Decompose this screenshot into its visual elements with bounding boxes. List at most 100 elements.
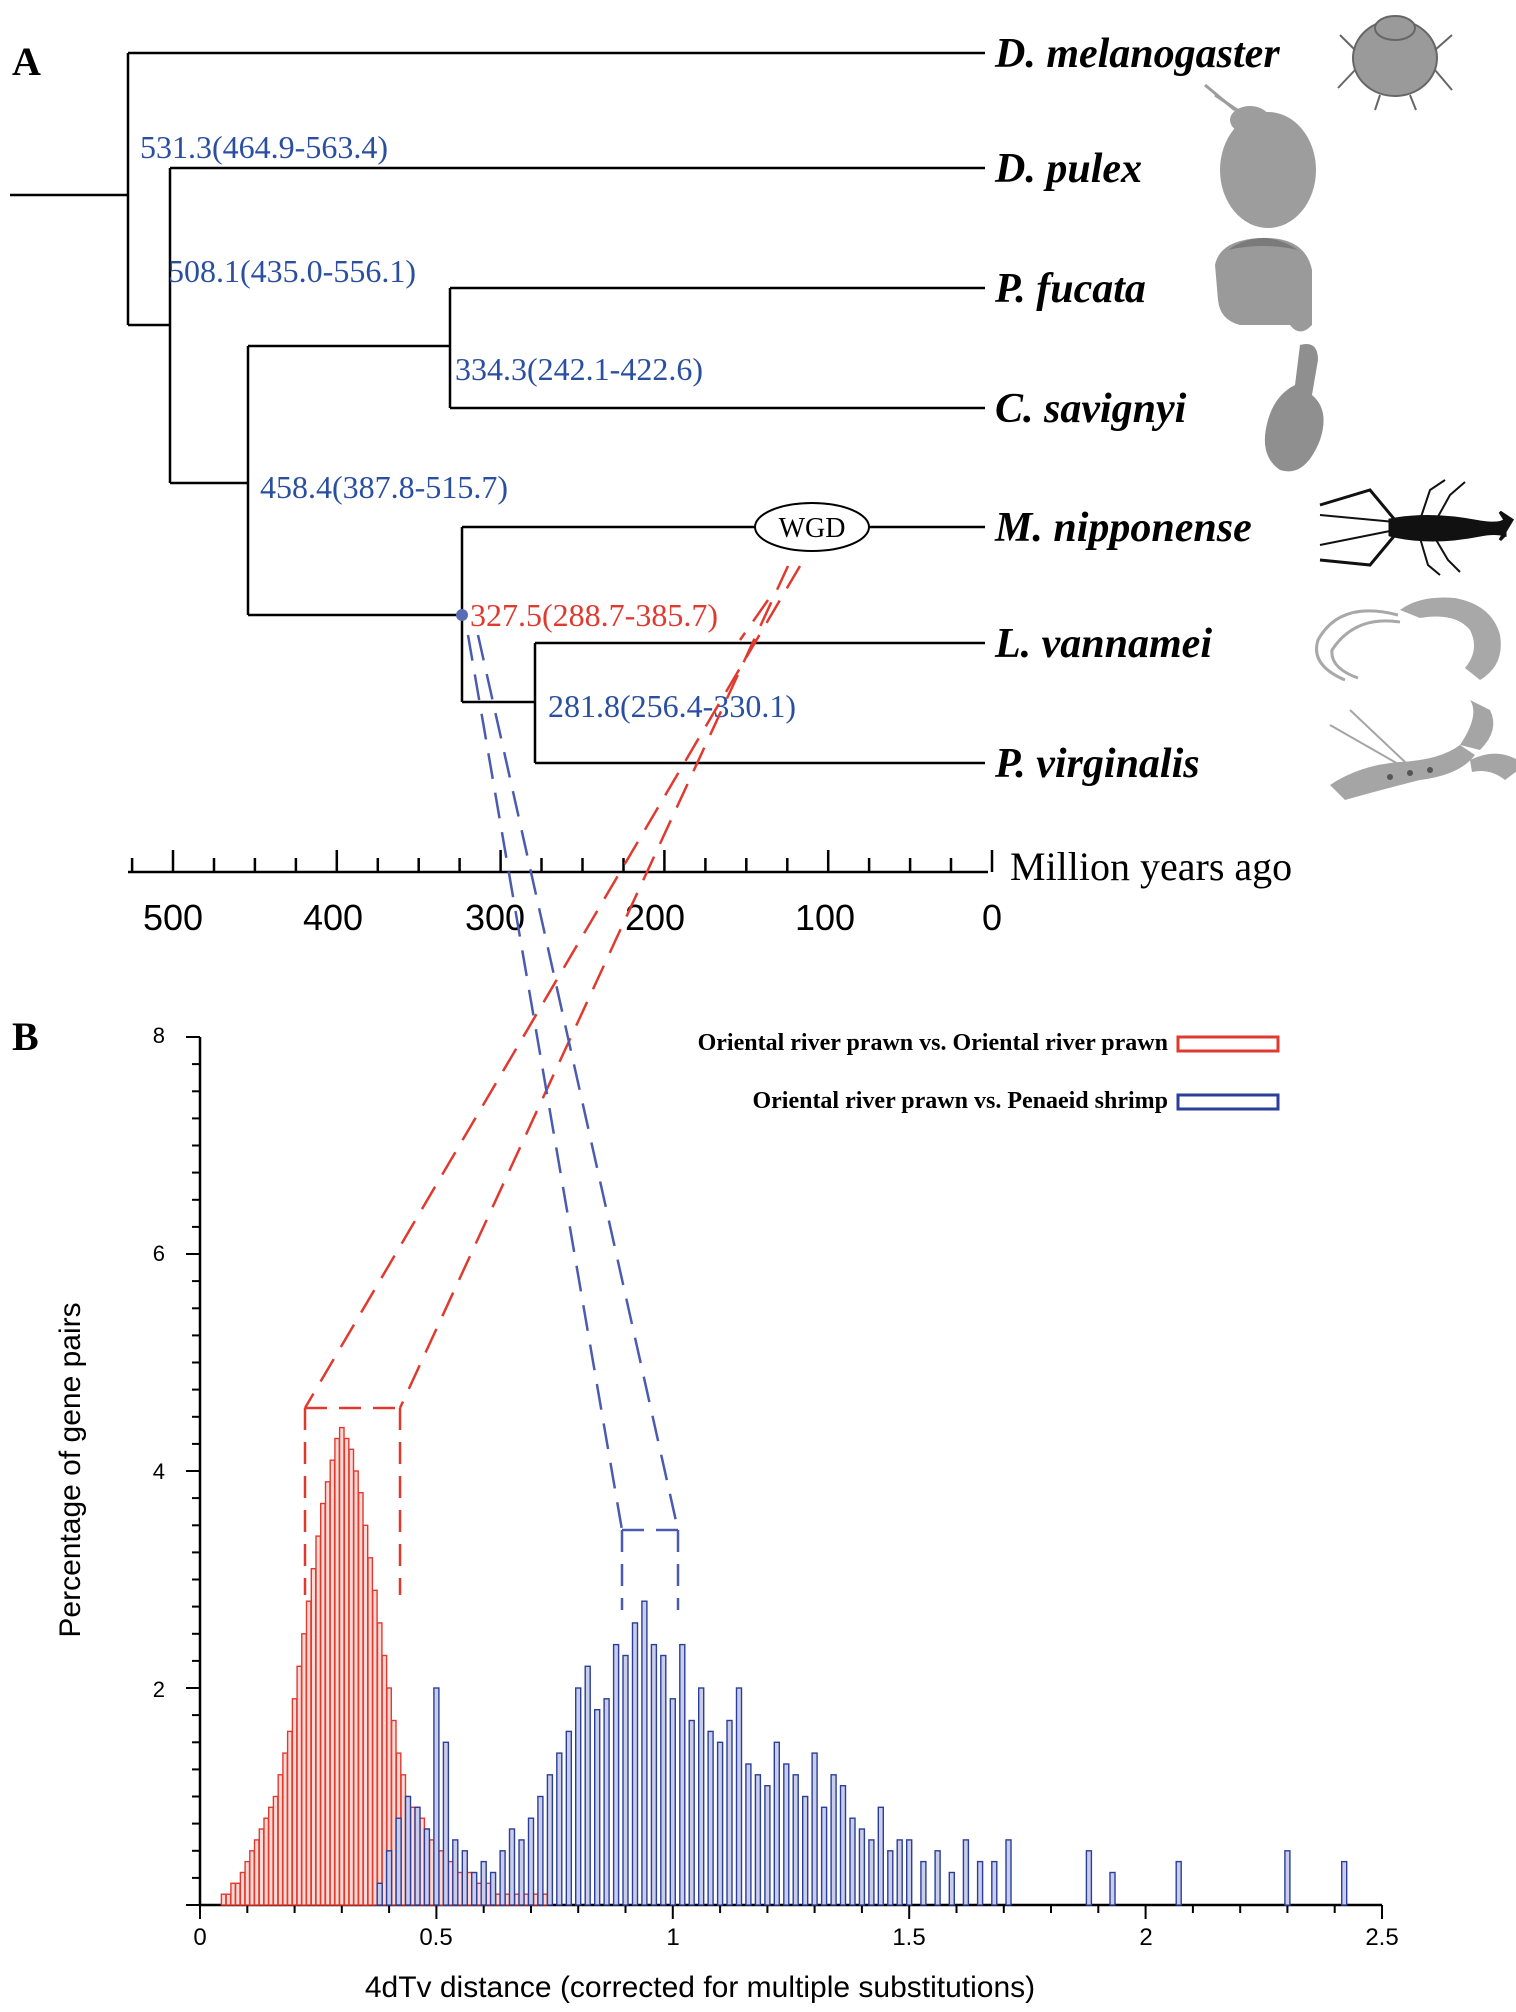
blue-bar-21 (575, 1687, 582, 1906)
blue-bar-54 (887, 1850, 894, 1906)
blue-bar-7 (442, 1741, 450, 1906)
red-bar-10 (268, 1806, 274, 1906)
blue-bar-26 (622, 1654, 629, 1906)
taxon-l-vannamei: L. vannamei (994, 621, 1212, 667)
blue-bar-11 (480, 1860, 487, 1906)
time-tick-label-300: 300 (465, 897, 525, 938)
red-bar-32 (372, 1589, 378, 1906)
blue-bar-63 (1005, 1839, 1012, 1906)
x-tick-label-2.5: 2.5 (1365, 1924, 1398, 1951)
taxon-c-savignyi: C. savignyi (995, 386, 1187, 432)
node-label-281: 281.8(256.4-330.1) (548, 688, 796, 724)
blue-bar-19 (556, 1752, 563, 1906)
red-bar-7 (253, 1839, 260, 1906)
blue-bar-65 (1109, 1871, 1116, 1906)
blue-bar-6 (433, 1687, 440, 1906)
red-bar-24 (334, 1437, 340, 1906)
red-bar-29 (357, 1491, 364, 1906)
blue-bar-46 (811, 1752, 818, 1906)
blue-bar-28 (641, 1600, 648, 1906)
node-label-458: 458.4(387.8-515.7) (260, 469, 508, 505)
crayfish-silhouette-icon (1329, 700, 1516, 800)
red-bar-11 (272, 1795, 279, 1906)
wgd-label: WGD (779, 513, 846, 544)
red-bar-9 (263, 1817, 270, 1906)
red-bar-6 (249, 1850, 255, 1906)
blue-bar-41 (764, 1784, 771, 1906)
wgd-peak-bracket (303, 1406, 402, 1595)
red-bar-30 (362, 1524, 369, 1906)
chart-legend: Oriental river prawn vs. Oriental river … (698, 1030, 1280, 1114)
red-bar-25 (338, 1426, 345, 1906)
x-tick-label-1: 1 (666, 1924, 679, 1951)
red-bar-18 (305, 1600, 312, 1906)
blue-bar-14 (508, 1828, 516, 1906)
blue-bar-53 (877, 1806, 884, 1906)
blue-bar-61 (976, 1860, 984, 1906)
blue-bar-57 (920, 1860, 927, 1906)
y-tick-label-4: 4 (153, 1459, 165, 1484)
red-bar-33 (376, 1622, 383, 1906)
blue-bar-33 (688, 1719, 695, 1906)
red-bar-26 (343, 1437, 350, 1906)
red-bar-4 (239, 1871, 246, 1906)
red-bar-3 (234, 1882, 241, 1906)
blue-bar-10 (471, 1871, 478, 1906)
wgd-connector-lines (303, 565, 802, 1409)
blue-bar-67 (1284, 1850, 1291, 1906)
blue-bar-47 (820, 1806, 828, 1906)
blue-bar-55 (896, 1839, 903, 1906)
red-bar-20 (315, 1535, 322, 1906)
blue-bar-22 (584, 1665, 591, 1906)
blue-bar-20 (565, 1730, 572, 1906)
blue-bar-5 (423, 1828, 431, 1906)
blue-bar-12 (489, 1871, 497, 1906)
red-bar-27 (348, 1448, 355, 1906)
time-tick-label-0: 0 (982, 897, 1002, 938)
blue-bar-64 (1085, 1850, 1093, 1906)
blue-bar-2 (395, 1817, 402, 1906)
time-axis-ticks (130, 850, 994, 872)
blue-bar-32 (679, 1643, 686, 1906)
blue-bar-25 (612, 1643, 620, 1906)
prawn-black-silhouette-icon (1319, 479, 1515, 576)
blue-bar-62 (991, 1860, 998, 1906)
blue-bar-43 (783, 1763, 790, 1906)
x-axis-title: 4dTv distance (corrected for multiple su… (365, 1971, 1035, 2004)
blue-bar-66 (1175, 1860, 1182, 1906)
taxon-d-melanogaster: D. melanogaster (994, 31, 1280, 77)
blue-bar-4 (414, 1806, 421, 1906)
blue-bar-68 (1340, 1860, 1348, 1906)
red-bar-19 (310, 1567, 317, 1906)
blue-bar-27 (631, 1622, 639, 1906)
x-tick-label-1.5: 1.5 (892, 1924, 925, 1951)
y-tick-label-8: 8 (153, 1023, 165, 1048)
blue-bar-18 (546, 1774, 554, 1906)
blue-bar-40 (754, 1774, 762, 1906)
legend-swatch-red (1176, 1035, 1280, 1053)
fly-silhouette-icon (1337, 15, 1453, 111)
red-bar-12 (277, 1774, 284, 1906)
daphnia-silhouette-icon (1204, 83, 1316, 228)
blue-bar-42 (773, 1741, 780, 1906)
red-bar-21 (320, 1502, 326, 1906)
blue-bar-13 (499, 1850, 506, 1906)
node-label-334: 334.3(242.1-422.6) (455, 351, 703, 387)
x-tick-label-0.5: 0.5 (419, 1924, 452, 1951)
blue-bar-9 (461, 1850, 468, 1906)
node-label-327: 327.5(288.7-385.7) (470, 597, 718, 633)
blue-bar-37 (726, 1719, 733, 1906)
pearl-oyster-silhouette-icon (1215, 237, 1312, 332)
red-bar-8 (258, 1828, 265, 1906)
blue-bar-15 (518, 1839, 525, 1906)
blue-bar-58 (934, 1850, 941, 1906)
blue-bar-35 (707, 1730, 714, 1906)
ancestral-node-marker (456, 609, 468, 621)
taxon-m-nipponense: M. nipponense (994, 505, 1252, 551)
x-tick-label-2: 2 (1139, 1924, 1152, 1951)
blue-bar-29 (650, 1643, 658, 1906)
blue-bar-39 (745, 1763, 752, 1906)
blue-bar-24 (603, 1698, 610, 1906)
blue-bar-17 (537, 1795, 544, 1906)
